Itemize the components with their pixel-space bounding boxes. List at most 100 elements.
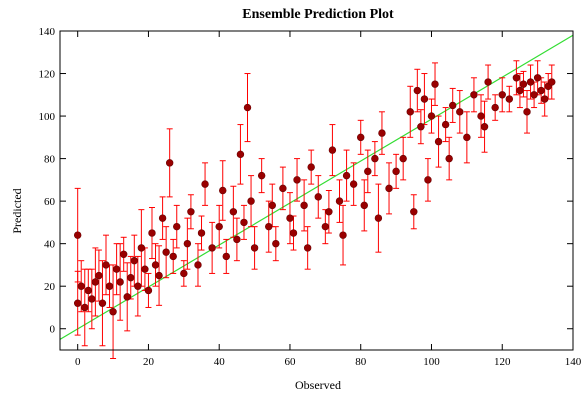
data-point (102, 261, 110, 269)
data-point (523, 108, 531, 116)
data-point (162, 248, 170, 256)
data-point (169, 252, 177, 261)
y-tick-label: 120 (39, 69, 56, 81)
data-point (134, 282, 142, 290)
data-point (240, 218, 248, 227)
data-point (219, 186, 227, 195)
data-point (197, 229, 206, 237)
x-tick-label: 120 (494, 356, 511, 368)
data-point (427, 112, 436, 120)
data-point (300, 201, 308, 210)
data-point (289, 229, 298, 237)
data-point (73, 299, 82, 307)
data-point (420, 95, 429, 103)
data-point (526, 78, 535, 86)
data-point (431, 80, 439, 88)
x-tick-label: 80 (355, 356, 367, 368)
data-point (512, 74, 521, 82)
data-point (349, 180, 358, 188)
data-point (247, 197, 255, 205)
data-point (268, 201, 276, 210)
data-point (413, 86, 422, 95)
y-tick-label: 60 (44, 196, 56, 208)
axis-ticks: 0 20 40 60 80 100 120 140 0 20 40 60 80 100 120 140 (39, 26, 582, 368)
y-tick-label: 100 (39, 111, 56, 123)
data-point (470, 91, 478, 99)
data-point (272, 239, 280, 248)
y-axis-title: Predicted (10, 188, 24, 233)
data-point (463, 133, 471, 142)
data-point (410, 208, 418, 216)
data-point (286, 214, 294, 222)
data-point (109, 308, 117, 316)
data-point (151, 261, 160, 269)
data-point (484, 78, 492, 86)
data-point (208, 244, 216, 252)
data-point (307, 163, 315, 171)
x-tick-label: 60 (284, 356, 296, 368)
data-point (77, 282, 85, 290)
data-point (371, 154, 379, 163)
data-point (201, 180, 209, 188)
data-point (530, 91, 538, 99)
data-point-layer (73, 74, 556, 316)
data-point (165, 159, 174, 167)
x-axis-title: Observed (295, 378, 341, 392)
data-point (155, 271, 163, 280)
data-point (158, 214, 167, 222)
x-tick-label: 40 (214, 356, 226, 368)
data-point (88, 295, 96, 303)
data-point (95, 271, 103, 280)
data-point (187, 208, 195, 216)
data-point (537, 86, 545, 95)
y-tick-label: 20 (44, 281, 56, 293)
data-point (321, 222, 330, 231)
data-point (364, 167, 372, 176)
data-point (314, 193, 322, 201)
data-point (417, 122, 425, 131)
data-point (342, 171, 351, 180)
data-point (144, 286, 153, 295)
data-point (392, 167, 400, 176)
data-point (399, 154, 407, 163)
x-tick-label: 100 (423, 356, 440, 368)
data-point (105, 282, 114, 290)
data-point (183, 239, 192, 248)
data-point (505, 95, 514, 103)
data-point (449, 101, 457, 110)
data-point (130, 256, 138, 265)
x-tick-label: 20 (143, 356, 155, 368)
data-point (424, 176, 432, 184)
data-point (116, 278, 124, 286)
x-tick-label: 140 (565, 356, 582, 368)
data-point (84, 286, 93, 295)
data-point (250, 244, 259, 252)
data-point (378, 129, 386, 137)
data-point (257, 171, 266, 180)
data-point (243, 103, 252, 112)
data-point (445, 154, 453, 163)
data-point (91, 278, 100, 286)
data-point (229, 208, 238, 216)
data-point (73, 231, 82, 239)
data-point (339, 231, 347, 239)
data-point (516, 86, 524, 95)
data-point (519, 80, 528, 88)
data-point (498, 91, 506, 99)
data-point (385, 184, 393, 193)
data-point (233, 235, 241, 244)
data-point (98, 299, 107, 307)
data-point (456, 108, 464, 116)
error-bar-layer (74, 60, 555, 360)
reference-line-layer (59, 34, 574, 340)
data-point (173, 222, 181, 231)
data-point (335, 197, 344, 205)
chart-title: Ensemble Prediction Plot (242, 7, 394, 22)
data-point (215, 222, 223, 231)
data-point (441, 120, 450, 129)
data-point (477, 112, 485, 120)
data-point (325, 208, 333, 216)
data-point (279, 184, 287, 193)
data-point (148, 229, 156, 237)
